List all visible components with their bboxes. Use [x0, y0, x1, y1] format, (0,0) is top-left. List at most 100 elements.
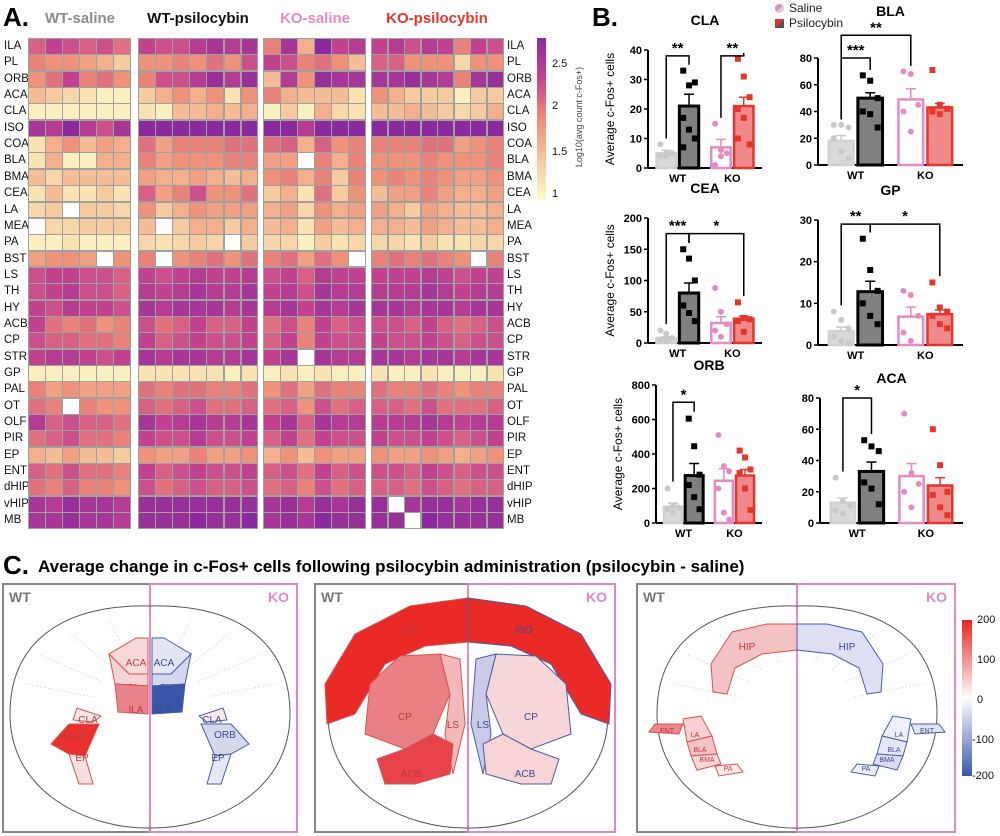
heatmap-cell	[62, 38, 80, 55]
y-tick-label: 0	[808, 518, 814, 530]
legend-item-psilocybin: Psilocybin	[775, 16, 843, 31]
heatmap-cell	[486, 495, 504, 513]
heatmap-cell	[387, 70, 405, 88]
heatmap-cell	[280, 315, 298, 333]
heatmap-cell	[420, 168, 438, 186]
region-ep-ko	[206, 753, 232, 785]
data-point	[900, 287, 907, 294]
heatmap-cell	[387, 152, 405, 170]
colorbar-tick: 0	[977, 694, 984, 706]
data-point	[838, 148, 845, 155]
heatmap-cell	[28, 201, 46, 219]
row-label-left: ACA	[4, 89, 28, 102]
heatmap-cell	[172, 348, 190, 366]
heatmap-cell	[172, 381, 190, 399]
data-point	[875, 448, 882, 455]
heatmap-cell	[138, 430, 156, 448]
heatmap-cell	[280, 430, 298, 448]
data-point	[723, 150, 730, 157]
bar	[677, 291, 701, 345]
heatmap-cell	[387, 463, 405, 481]
data-point	[691, 494, 698, 501]
heatmap-cell	[437, 512, 455, 530]
heatmap-cell	[189, 217, 207, 235]
heatmap-cell	[331, 87, 349, 104]
heatmap-cell	[404, 414, 422, 431]
region-label: BLA	[887, 747, 901, 754]
heatmap-cell	[240, 103, 259, 121]
heatmap-cell	[280, 87, 298, 104]
heatmap-cell	[280, 54, 298, 72]
heatmap-cell	[404, 38, 422, 55]
heatmap-cell	[297, 70, 315, 88]
heatmap-cell	[404, 495, 422, 513]
data-point	[868, 485, 875, 492]
data-point	[900, 108, 907, 115]
region-label: ENT	[660, 728, 675, 735]
row-label-right: ACB	[507, 317, 531, 330]
heatmap-cell	[28, 70, 46, 88]
region-label: EP	[75, 753, 89, 764]
row-label-right: vHIP	[507, 497, 532, 510]
ko-frame	[796, 583, 956, 833]
data-point	[929, 491, 936, 498]
heatmap-cell	[206, 250, 225, 268]
heatmap-cell	[314, 250, 332, 268]
heatmap-cell	[263, 250, 281, 268]
heatmap-cell	[28, 103, 46, 121]
heatmap-cell	[240, 299, 259, 317]
region-ent-ko	[910, 723, 946, 735]
heatmap-cell	[223, 397, 242, 415]
heatmap-cell	[113, 299, 131, 317]
heatmap-cell	[387, 397, 405, 415]
y-tick-label: 800	[632, 380, 650, 392]
heatmap-cell	[45, 463, 63, 481]
heatmap-cell	[62, 332, 80, 350]
heatmap-cell	[348, 365, 366, 382]
data-point	[657, 327, 664, 334]
data-point	[875, 501, 882, 508]
heatmap-cell	[240, 446, 259, 464]
heatmap-cell	[314, 185, 332, 203]
heatmap-cell	[297, 119, 315, 137]
data-point	[696, 471, 703, 478]
heatmap-cell	[206, 234, 225, 252]
data-point	[691, 135, 698, 142]
heatmap-cell	[486, 234, 504, 252]
heatmap-cell	[28, 315, 46, 333]
heatmap-cell	[404, 119, 422, 137]
region-ls-wt	[439, 653, 466, 775]
heatmap-cell	[45, 217, 63, 235]
heatmap-cell	[240, 381, 259, 399]
row-label-right: TH	[507, 285, 523, 298]
heatmap-cell	[470, 185, 488, 203]
heatmap-cell	[331, 103, 349, 121]
region-bma-ko	[872, 753, 904, 771]
group-title-ko-saline: KO-saline	[279, 10, 351, 27]
heatmap-cell	[387, 250, 405, 268]
heatmap-cell	[297, 266, 315, 284]
heatmap-cell	[45, 136, 63, 154]
y-tick-label: 20	[802, 487, 814, 499]
heatmap-cell	[45, 315, 63, 333]
heatmap-cell	[223, 315, 242, 333]
data-point	[832, 474, 839, 481]
heatmap-cell	[113, 332, 131, 350]
data-point	[838, 337, 845, 344]
heatmap-cell	[371, 234, 389, 252]
row-label-left: EP	[4, 448, 20, 461]
heatmap-cell	[371, 54, 389, 72]
data-point	[680, 144, 687, 151]
data-point	[838, 317, 845, 323]
heatmap-cell	[96, 512, 114, 530]
heatmap-cell	[348, 381, 366, 399]
row-label-left: ORB	[4, 72, 29, 85]
heatmap-cell	[331, 168, 349, 186]
heatmap-cell	[314, 430, 332, 448]
heatmap-cell	[331, 332, 349, 350]
heatmap-cell	[453, 136, 471, 154]
heatmap-cell	[486, 365, 504, 382]
heatmap-cell	[263, 397, 281, 415]
significance-label: *	[854, 382, 860, 399]
region-hip-ko	[796, 623, 884, 695]
